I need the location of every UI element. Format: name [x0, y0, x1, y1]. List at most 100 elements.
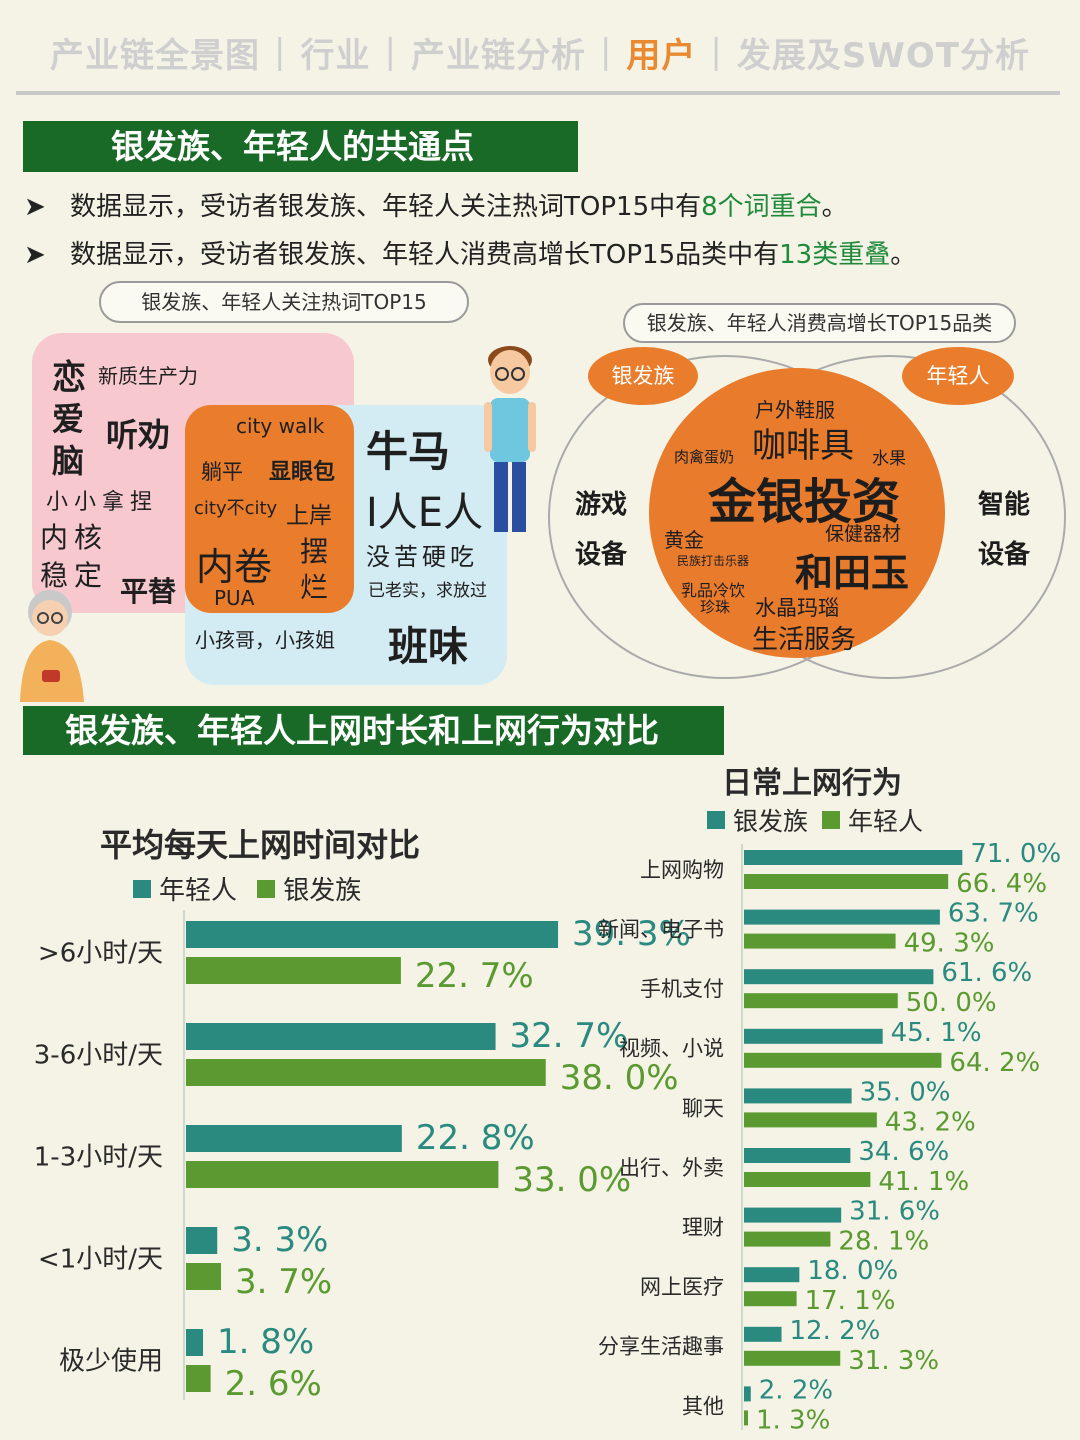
- word: 烂: [300, 571, 329, 604]
- venn-word: 水果: [872, 449, 906, 469]
- bullet-categories: ➤ 数据显示，受访者银发族、年轻人消费高增长TOP15品类中有13类重叠。: [24, 234, 916, 271]
- top-nav: 产业链全景图 | 行业 | 产业链分析 | 用户 | 发展及SWOT分析: [0, 22, 1080, 82]
- data-label: 32. 7%: [510, 1016, 629, 1056]
- data-label: 18. 0%: [807, 1256, 898, 1286]
- data-label: 1. 3%: [756, 1405, 830, 1435]
- bar: [744, 850, 963, 865]
- nav-item-users[interactable]: 用户: [626, 35, 697, 76]
- legend-swatch-young: [821, 811, 840, 829]
- bar: [186, 957, 401, 984]
- venn-word: 珍珠: [700, 598, 731, 616]
- bar: [186, 1329, 204, 1356]
- chart2-legend: 银发族 年轻人: [707, 802, 923, 838]
- data-label: 45. 1%: [891, 1018, 982, 1048]
- data-label: 31. 3%: [848, 1346, 939, 1376]
- bar: [186, 1227, 218, 1254]
- data-label: 1. 8%: [217, 1322, 314, 1362]
- nav-separator: |: [274, 32, 287, 72]
- venn-word: 和田玉: [795, 551, 910, 595]
- venn-word: 金银投资: [708, 474, 901, 530]
- bar: [744, 1386, 751, 1402]
- data-label: 17. 1%: [805, 1286, 896, 1316]
- category-label: 3-6小时/天: [34, 1041, 163, 1071]
- category-label: 聊天: [682, 1096, 724, 1120]
- nav-item-industry[interactable]: 行业: [300, 35, 371, 76]
- bar: [744, 1267, 800, 1283]
- category-label: 手机支付: [640, 977, 724, 1001]
- data-label: 38. 0%: [560, 1058, 679, 1098]
- young-man-illustration: [484, 346, 536, 532]
- nav-separator: |: [710, 32, 723, 72]
- arrow-icon: ➤: [24, 192, 46, 222]
- data-label: 50. 0%: [906, 988, 997, 1018]
- category-label: 新闻、电子书: [598, 917, 724, 941]
- venn-word: 乳品冷饮: [681, 581, 746, 600]
- bar: [744, 993, 898, 1009]
- category-label: >6小时/天: [38, 939, 163, 969]
- word: 上岸: [286, 503, 332, 529]
- bar: [744, 1112, 877, 1128]
- bar: [186, 1125, 402, 1152]
- nav-separator: |: [384, 32, 397, 72]
- data-label: 41. 1%: [878, 1167, 969, 1197]
- word: 脑: [52, 442, 85, 480]
- shared-words-box: [185, 405, 354, 613]
- category-label: 极少使用: [59, 1347, 163, 1377]
- legend-swatch-silver: [257, 879, 276, 898]
- venn-tag-silver: 银发族: [588, 347, 698, 405]
- data-label: 35. 0%: [860, 1077, 951, 1107]
- nav-item-swot[interactable]: 发展及SWOT分析: [736, 35, 1030, 76]
- bar: [186, 921, 559, 948]
- word: 稳定: [40, 559, 109, 592]
- wordcloud-label: 银发族、年轻人关注热词TOP15: [99, 281, 469, 323]
- venn-word: 游戏: [575, 490, 628, 520]
- bar: [744, 874, 949, 889]
- nav-separator: |: [599, 32, 613, 72]
- word: 摆: [300, 535, 329, 568]
- venn-word: 水晶玛瑙: [755, 596, 839, 620]
- word: 没苦硬吃: [366, 543, 478, 571]
- bullet-highlight: 13类重叠: [779, 240, 891, 270]
- data-label: 71. 0%: [970, 839, 1061, 869]
- data-label: 63. 7%: [948, 899, 1039, 929]
- word: 已老实，求放过: [368, 581, 487, 601]
- legend-label: 年轻人: [159, 876, 238, 906]
- bar: [744, 1148, 851, 1163]
- legend-label: 年轻人: [847, 807, 923, 836]
- word: 躺平: [201, 460, 243, 484]
- category-label: 分享生活趣事: [598, 1335, 724, 1359]
- word: city walk: [236, 414, 325, 438]
- nav-item-chain-analysis[interactable]: 产业链分析: [410, 35, 586, 76]
- data-label: 3. 3%: [231, 1220, 328, 1260]
- bar: [744, 1410, 748, 1426]
- venn-word: 黄金: [664, 528, 704, 552]
- data-label: 22. 7%: [415, 956, 534, 996]
- bar: [744, 1326, 782, 1342]
- data-label: 33. 0%: [512, 1160, 631, 1200]
- venn-word: 咖啡具: [752, 426, 854, 466]
- venn-word: 户外鞋服: [755, 398, 835, 422]
- word: 内卷: [196, 545, 273, 589]
- section-banner-online-comparison: 银发族、年轻人上网时长和上网行为对比: [23, 706, 724, 755]
- venn-word: 设备: [575, 540, 628, 570]
- bar: [744, 1207, 842, 1223]
- data-label: 61. 6%: [941, 958, 1032, 988]
- category-label: <1小时/天: [38, 1245, 163, 1275]
- data-label: 12. 2%: [790, 1316, 881, 1346]
- arrow-icon: ➤: [24, 240, 46, 270]
- category-label: 出行、外卖: [619, 1156, 724, 1180]
- venn-word: 设备: [978, 540, 1031, 570]
- venn-word: 生活服务: [752, 625, 857, 655]
- category-label: 理财: [682, 1215, 724, 1239]
- data-label: 2. 2%: [759, 1375, 833, 1405]
- bar: [744, 1172, 871, 1187]
- data-label: 28. 1%: [838, 1227, 929, 1257]
- nav-item-industry-map[interactable]: 产业链全景图: [50, 35, 261, 76]
- bar: [744, 1231, 831, 1247]
- venn-word: 民族打击乐器: [677, 554, 750, 568]
- data-label: 39. 3%: [572, 914, 691, 954]
- word: 平替: [120, 575, 177, 608]
- bullet-end: 。: [821, 192, 848, 222]
- chart1-title: 平均每天上网时间对比: [100, 826, 421, 864]
